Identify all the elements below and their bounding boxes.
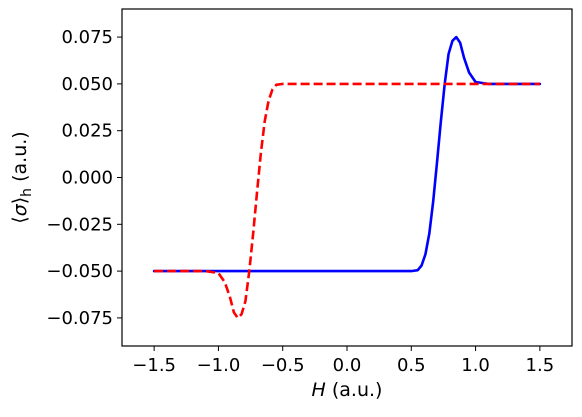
x-tick-label: −1.5 bbox=[132, 355, 176, 376]
x-axis-label: H (a.u.) bbox=[312, 379, 383, 401]
y-axis-label-units: (a.u.) bbox=[9, 131, 31, 188]
y-tick-label: −0.075 bbox=[46, 308, 113, 329]
y-axis-label: ⟨σ⟩h (a.u.) bbox=[9, 131, 35, 223]
x-tick-label: −1.0 bbox=[197, 355, 241, 376]
y-axis-label-sigma: σ bbox=[9, 203, 31, 216]
y-tick-label: 0.025 bbox=[61, 121, 113, 142]
x-tick-label: 1.0 bbox=[461, 355, 490, 376]
x-tick-label: −0.5 bbox=[261, 355, 305, 376]
y-tick-label: −0.050 bbox=[46, 261, 113, 282]
y-axis-label-close: ⟩ bbox=[9, 197, 31, 204]
plot-frame bbox=[121, 8, 573, 347]
series-line-2 bbox=[154, 82, 540, 320]
y-tick-label: 0.000 bbox=[61, 168, 113, 189]
y-axis-label-subscript: h bbox=[19, 188, 35, 197]
series-line-1 bbox=[152, 35, 542, 273]
x-axis-label-symbol: H bbox=[312, 379, 326, 401]
y-tick-label: −0.025 bbox=[46, 214, 113, 235]
x-tick-label: 0.5 bbox=[397, 355, 426, 376]
x-tick-label: 1.5 bbox=[526, 355, 555, 376]
x-tick-label: 0.0 bbox=[333, 355, 362, 376]
y-tick-label: 0.075 bbox=[61, 27, 113, 48]
y-axis-label-open: ⟨ bbox=[9, 216, 31, 223]
y-tick-label: 0.050 bbox=[61, 74, 113, 95]
x-axis-label-units: (a.u.) bbox=[326, 379, 383, 401]
